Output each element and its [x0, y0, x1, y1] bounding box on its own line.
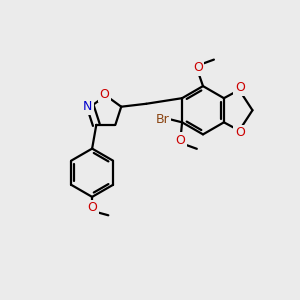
Text: O: O	[99, 88, 109, 100]
Text: O: O	[235, 126, 245, 140]
Text: Br: Br	[156, 113, 170, 126]
Text: O: O	[87, 201, 97, 214]
Text: O: O	[235, 81, 245, 94]
Text: O: O	[193, 61, 202, 74]
Text: N: N	[83, 100, 92, 113]
Text: O: O	[176, 134, 186, 147]
